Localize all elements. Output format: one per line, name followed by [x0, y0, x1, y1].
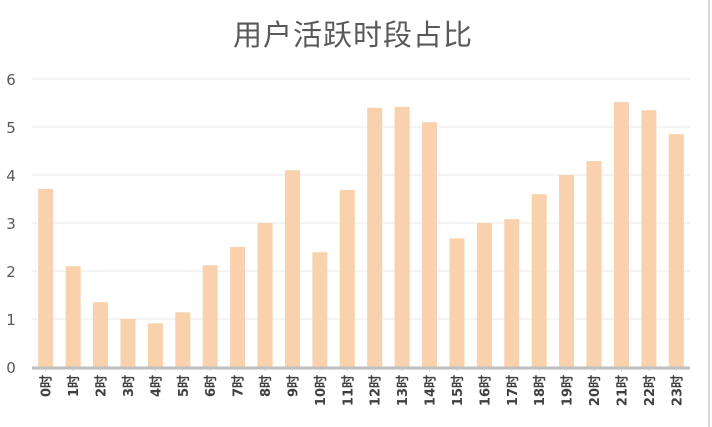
bar: [147, 323, 163, 367]
x-tick-label: 21时: [614, 375, 630, 406]
bar: [476, 223, 492, 367]
bar: [613, 102, 629, 367]
bar: [668, 134, 684, 367]
bar: [449, 238, 465, 367]
y-tick-label: 2: [6, 263, 16, 281]
y-tick-label: 4: [6, 167, 16, 185]
x-tick-label: 11时: [340, 375, 356, 406]
x-tick-label: 16时: [477, 375, 493, 406]
y-tick-label: 5: [6, 119, 16, 137]
bar: [120, 319, 136, 367]
x-tick-label: 4时: [148, 375, 164, 397]
y-tick-label: 6: [6, 71, 16, 89]
bar: [394, 106, 410, 367]
bar: [559, 175, 575, 367]
x-tick-label: 23时: [669, 375, 685, 406]
x-tick-label: 22时: [642, 375, 658, 406]
x-tick-label: 0时: [39, 375, 55, 397]
bar: [422, 122, 438, 367]
bar: [230, 247, 246, 367]
x-tick-label: 7时: [231, 375, 247, 397]
x-tick-label: 8时: [258, 375, 274, 397]
x-tick-label: 18时: [532, 375, 548, 406]
bar: [531, 194, 547, 367]
bar: [175, 312, 191, 367]
x-tick-label: 17时: [505, 375, 521, 406]
x-tick-label: 13时: [395, 375, 411, 406]
x-tick-label: 5时: [176, 375, 192, 397]
x-tick-label: 14时: [423, 375, 439, 406]
bar: [38, 188, 54, 367]
x-tick-label: 12时: [368, 375, 384, 406]
bar: [339, 189, 355, 367]
chart-title: 用户活跃时段占比: [232, 18, 473, 52]
x-tick-label: 19时: [560, 375, 576, 406]
chart-border: [708, 0, 710, 427]
x-tick-label: 9时: [285, 375, 301, 397]
bar: [65, 266, 81, 367]
y-tick-label: 3: [6, 215, 16, 233]
x-tick-label: 3时: [121, 375, 137, 397]
bar: [586, 161, 602, 367]
y-tick-label: 1: [6, 311, 16, 329]
bar: [257, 223, 273, 367]
bar: [367, 107, 383, 368]
x-tick-label: 6时: [203, 375, 219, 397]
bar: [284, 170, 300, 367]
x-tick-label: 10时: [313, 375, 329, 406]
bar: [504, 219, 520, 367]
bar: [641, 110, 657, 367]
x-tick-label: 2时: [94, 375, 110, 397]
bar: [202, 265, 218, 367]
x-tick-label: 1时: [66, 375, 82, 397]
bar: [93, 302, 109, 367]
y-tick-label: 0: [6, 359, 16, 377]
x-tick-label: 15时: [450, 375, 466, 406]
x-tick-label: 20时: [587, 375, 603, 406]
bar: [312, 252, 328, 367]
